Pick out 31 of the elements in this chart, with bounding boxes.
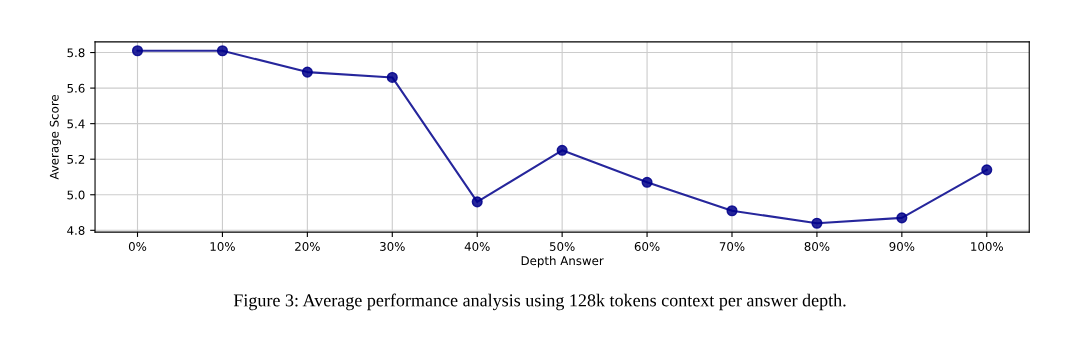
- point: [471, 196, 483, 208]
- y-tick-label: 5.2: [67, 154, 85, 164]
- y-axis-title: Average Score: [49, 94, 61, 180]
- x-tick-label: 10%: [210, 242, 235, 251]
- x-tick-label: 0%: [128, 242, 147, 251]
- x-tick-label: 30%: [380, 242, 405, 251]
- y-tick-label: 5.6: [67, 83, 85, 93]
- point: [981, 164, 993, 176]
- point: [641, 176, 653, 188]
- y-tick-label: 5.4: [67, 119, 85, 129]
- point: [896, 212, 908, 224]
- y-tick-label: 5.8: [67, 48, 85, 58]
- x-tick-label: 50%: [549, 242, 575, 251]
- x-axis-title: Depth Answer: [521, 256, 604, 268]
- point: [301, 66, 313, 78]
- y-tick-label: 4.8: [67, 226, 85, 235]
- x-tick-label: 20%: [295, 242, 320, 251]
- x-tick-label: 70%: [719, 242, 745, 251]
- y-tick-label: 5.0: [67, 190, 85, 200]
- point: [726, 205, 738, 217]
- point: [811, 217, 823, 229]
- x-tick-label: 80%: [804, 242, 830, 251]
- point: [216, 45, 228, 57]
- x-tick-label: 100%: [971, 242, 1003, 251]
- point: [131, 45, 144, 57]
- point: [386, 71, 398, 83]
- x-tick-label: 40%: [464, 242, 490, 251]
- caption: Figure 3: Average performance analysis using 128k tokens context per answer depth.: [233, 293, 846, 311]
- point: [556, 144, 568, 156]
- x-tick-label: 90%: [889, 242, 915, 251]
- x-tick-label: 60%: [634, 242, 660, 251]
